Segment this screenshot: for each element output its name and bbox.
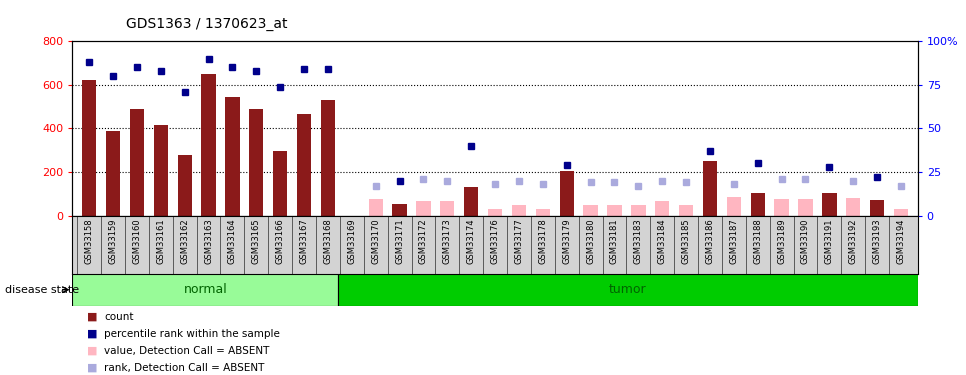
Bar <box>440 201 454 216</box>
Text: GSM33180: GSM33180 <box>586 219 595 264</box>
Bar <box>679 205 694 216</box>
Text: GSM33183: GSM33183 <box>634 219 642 264</box>
Text: GSM33177: GSM33177 <box>515 219 524 264</box>
Text: GSM33176: GSM33176 <box>491 219 499 264</box>
Text: ■: ■ <box>87 363 98 372</box>
Text: GSM33170: GSM33170 <box>371 219 381 264</box>
Text: GSM33186: GSM33186 <box>705 219 715 264</box>
Bar <box>608 205 622 216</box>
Text: GSM33165: GSM33165 <box>252 219 261 264</box>
Bar <box>822 193 837 216</box>
Text: ■: ■ <box>87 329 98 339</box>
Bar <box>129 109 144 216</box>
Text: GSM33189: GSM33189 <box>777 219 786 264</box>
Bar <box>512 205 526 216</box>
Text: GSM33190: GSM33190 <box>801 219 810 264</box>
Text: GSM33179: GSM33179 <box>562 219 571 264</box>
Text: ■: ■ <box>87 312 98 322</box>
Text: value, Detection Call = ABSENT: value, Detection Call = ABSENT <box>104 346 270 355</box>
Text: GSM33162: GSM33162 <box>181 219 189 264</box>
Text: ■: ■ <box>87 346 98 355</box>
Bar <box>726 197 741 216</box>
Bar <box>583 205 598 216</box>
Text: GSM33166: GSM33166 <box>275 219 285 264</box>
Text: GSM33178: GSM33178 <box>538 219 548 264</box>
Text: GDS1363 / 1370623_at: GDS1363 / 1370623_at <box>126 17 287 31</box>
Text: GSM33164: GSM33164 <box>228 219 237 264</box>
Text: GSM33185: GSM33185 <box>682 219 691 264</box>
Bar <box>894 209 908 216</box>
Bar <box>655 201 669 216</box>
Text: percentile rank within the sample: percentile rank within the sample <box>104 329 280 339</box>
Bar <box>631 205 645 216</box>
Text: GSM33158: GSM33158 <box>85 219 94 264</box>
Text: GSM33171: GSM33171 <box>395 219 404 264</box>
Bar <box>72 274 338 306</box>
Text: GSM33192: GSM33192 <box>849 219 858 264</box>
Bar <box>368 199 383 216</box>
Bar <box>751 193 765 216</box>
Text: GSM33193: GSM33193 <box>872 219 882 264</box>
Bar <box>249 109 264 216</box>
Text: count: count <box>104 312 134 322</box>
Text: rank, Detection Call = ABSENT: rank, Detection Call = ABSENT <box>104 363 265 372</box>
Text: GSM33172: GSM33172 <box>419 219 428 264</box>
Bar <box>775 199 789 216</box>
Text: GSM33194: GSM33194 <box>896 219 905 264</box>
Text: disease state: disease state <box>5 285 79 295</box>
Bar <box>846 198 861 216</box>
Bar <box>416 201 431 216</box>
Bar <box>106 130 120 216</box>
Bar <box>178 154 192 216</box>
Text: GSM33188: GSM33188 <box>753 219 762 264</box>
Bar <box>273 152 287 216</box>
Bar <box>488 209 502 216</box>
Bar <box>297 114 311 216</box>
Text: GSM33187: GSM33187 <box>729 219 738 264</box>
Text: GSM33184: GSM33184 <box>658 219 667 264</box>
Text: GSM33167: GSM33167 <box>299 219 308 264</box>
Bar <box>559 171 574 216</box>
Bar <box>201 74 215 216</box>
Text: GSM33159: GSM33159 <box>108 219 118 264</box>
Bar <box>798 199 812 216</box>
Bar <box>82 81 97 216</box>
Bar <box>703 161 717 216</box>
Bar <box>338 274 918 306</box>
Bar <box>225 97 240 216</box>
Text: GSM33160: GSM33160 <box>132 219 141 264</box>
Text: GSM33173: GSM33173 <box>442 219 452 264</box>
Bar <box>536 209 550 216</box>
Text: GSM33169: GSM33169 <box>348 219 356 264</box>
Text: GSM33174: GSM33174 <box>467 219 475 264</box>
Bar <box>321 100 335 216</box>
Text: normal: normal <box>184 283 227 296</box>
Bar <box>392 204 407 216</box>
Text: GSM33168: GSM33168 <box>324 219 332 264</box>
Text: GSM33191: GSM33191 <box>825 219 834 264</box>
Text: GSM33181: GSM33181 <box>610 219 619 264</box>
Bar <box>870 200 884 216</box>
Bar <box>154 125 168 216</box>
Text: GSM33161: GSM33161 <box>156 219 165 264</box>
Bar <box>464 187 478 216</box>
Text: GSM33163: GSM33163 <box>204 219 213 264</box>
Text: tumor: tumor <box>610 283 646 296</box>
